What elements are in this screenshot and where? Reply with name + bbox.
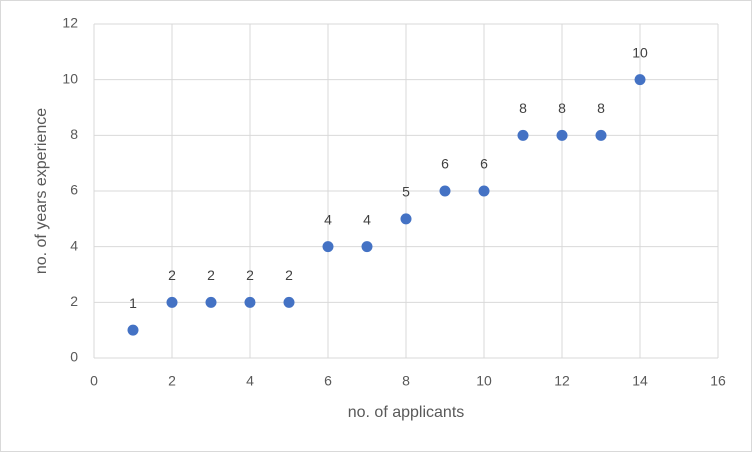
point [361, 241, 373, 253]
x-tick-label: 12 [554, 373, 570, 389]
data-label: 5 [402, 184, 410, 200]
point [127, 324, 139, 336]
point [439, 185, 451, 197]
data-label: 8 [558, 100, 566, 116]
point [205, 296, 217, 308]
point [322, 241, 334, 253]
data-label: 2 [168, 267, 176, 283]
x-tick-label: 6 [324, 373, 332, 389]
y-tick-label: 4 [70, 237, 78, 253]
data-label: 2 [246, 267, 254, 283]
data-label: 4 [363, 211, 371, 227]
y-axis-title: no. of years experience [33, 108, 50, 274]
point [283, 296, 295, 308]
data-label: 10 [632, 44, 648, 60]
point [595, 129, 607, 141]
data-label: 8 [519, 100, 527, 116]
data-label: 8 [597, 100, 605, 116]
y-tick-label: 10 [62, 70, 78, 86]
data-label: 2 [207, 267, 215, 283]
y-tick-label: 6 [70, 182, 78, 198]
x-axis-title: no. of applicants [348, 404, 465, 421]
data-label: 4 [324, 211, 332, 227]
point [634, 74, 646, 86]
data-label: 6 [480, 156, 488, 172]
point [556, 129, 568, 141]
point [166, 296, 178, 308]
data-label: 2 [285, 267, 293, 283]
data-label: 1 [129, 295, 137, 311]
point [478, 185, 490, 197]
y-tick-label: 8 [70, 126, 78, 142]
y-tick-label: 2 [70, 293, 78, 309]
x-tick-label: 16 [710, 373, 726, 389]
x-tick-label: 10 [476, 373, 492, 389]
data-label: 6 [441, 156, 449, 172]
x-tick-label: 2 [168, 373, 176, 389]
point [517, 129, 529, 141]
y-tick-label: 12 [62, 15, 78, 31]
x-tick-label: 8 [402, 373, 410, 389]
y-tick-label: 0 [70, 349, 78, 365]
point [244, 296, 256, 308]
x-tick-label: 14 [632, 373, 648, 389]
x-tick-label: 0 [90, 373, 98, 389]
point [400, 213, 412, 225]
x-tick-label: 4 [246, 373, 254, 389]
